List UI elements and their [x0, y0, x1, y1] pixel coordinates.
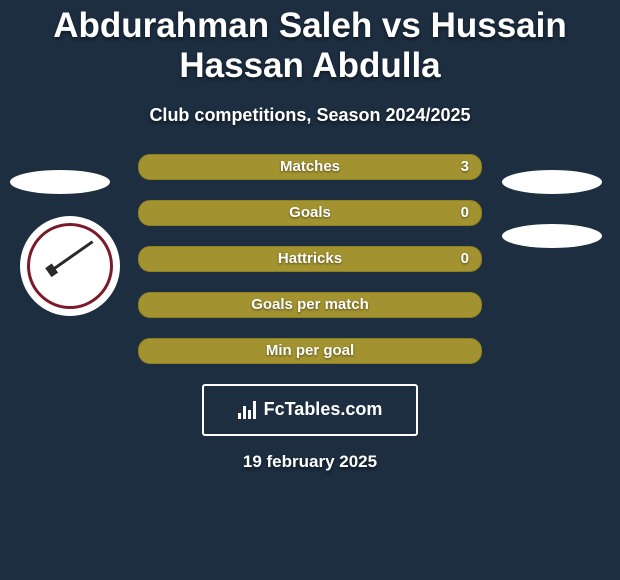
bar-chart-icon	[238, 401, 258, 419]
club-logo-outer	[20, 216, 120, 316]
stat-label: Goals per match	[251, 296, 369, 313]
stat-rows: Matches 3 Goals 0 Hattricks 0 Goals per match M…	[138, 154, 482, 364]
stat-row: Goals per match	[138, 292, 482, 318]
page-title: Abdurahman Saleh vs Hussain Hassan Abdul…	[0, 0, 620, 87]
player-right-placeholder-pill-2	[502, 224, 602, 248]
player-left-placeholder-pill	[10, 170, 110, 194]
comparison-content: Matches 3 Goals 0 Hattricks 0 Goals per match M…	[0, 154, 620, 364]
player-left-club-logo	[20, 216, 120, 316]
stat-row: Hattricks 0	[138, 246, 482, 272]
stat-label: Hattricks	[278, 250, 342, 267]
date-label: 19 february 2025	[0, 452, 620, 472]
club-logo-ring	[27, 223, 113, 309]
stat-row: Matches 3	[138, 154, 482, 180]
footer-brand-badge: FcTables.com	[202, 384, 418, 436]
stat-value-left: 0	[461, 250, 469, 267]
player-right-placeholder-pill-1	[502, 170, 602, 194]
subtitle: Club competitions, Season 2024/2025	[0, 105, 620, 126]
footer-brand-text: FcTables.com	[264, 399, 383, 420]
stat-row: Goals 0	[138, 200, 482, 226]
stat-row: Min per goal	[138, 338, 482, 364]
stat-value-left: 0	[461, 204, 469, 221]
stat-label: Matches	[280, 158, 340, 175]
stat-label: Goals	[289, 204, 331, 221]
stat-label: Min per goal	[266, 342, 354, 359]
stat-value-left: 3	[461, 158, 469, 175]
